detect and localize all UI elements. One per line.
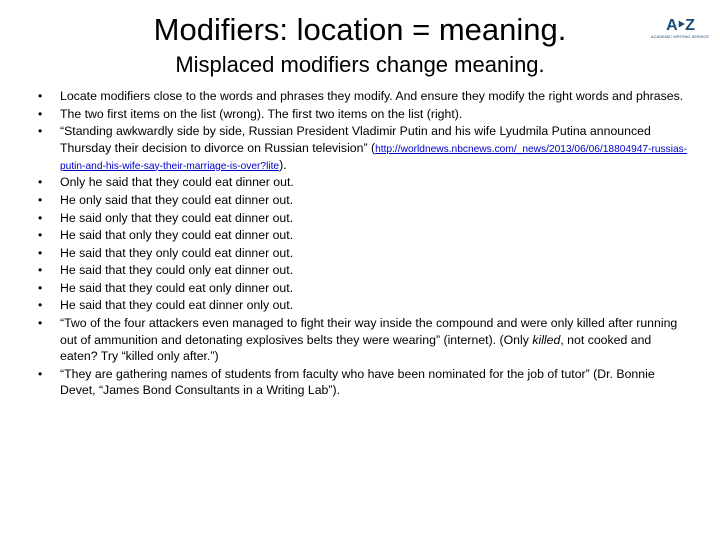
slide: A‣Z ACADEMIC WRITING SERVICE Modifiers: … (0, 0, 720, 540)
list-item: He said that they could only eat dinner … (34, 262, 692, 279)
list-item: Locate modifiers close to the words and … (34, 88, 692, 105)
bullet-list: Locate modifiers close to the words and … (28, 88, 692, 399)
emphasis: killed (532, 333, 560, 347)
logo-mark: A‣Z (666, 18, 694, 34)
list-item: He said that only they could eat dinner … (34, 227, 692, 244)
list-item: He said that they could eat only dinner … (34, 280, 692, 297)
list-item: He said that they only could eat dinner … (34, 245, 692, 262)
list-item: He said that they could eat dinner only … (34, 297, 692, 314)
list-item: Only he said that they could eat dinner … (34, 174, 692, 191)
list-item: He only said that they could eat dinner … (34, 192, 692, 209)
logo-subtext: ACADEMIC WRITING SERVICE (651, 34, 709, 39)
page-title: Modifiers: location = meaning. (28, 12, 692, 48)
list-item: “Standing awkwardly side by side, Russia… (34, 123, 692, 173)
list-item: “Two of the four attackers even managed … (34, 315, 692, 365)
brand-logo: A‣Z ACADEMIC WRITING SERVICE (658, 18, 702, 48)
paren-close: ). (279, 158, 287, 172)
list-item: He said only that they could eat dinner … (34, 210, 692, 227)
list-item: The two first items on the list (wrong).… (34, 106, 692, 123)
page-subtitle: Misplaced modifiers change meaning. (28, 52, 692, 78)
list-item: “They are gathering names of students fr… (34, 366, 692, 399)
